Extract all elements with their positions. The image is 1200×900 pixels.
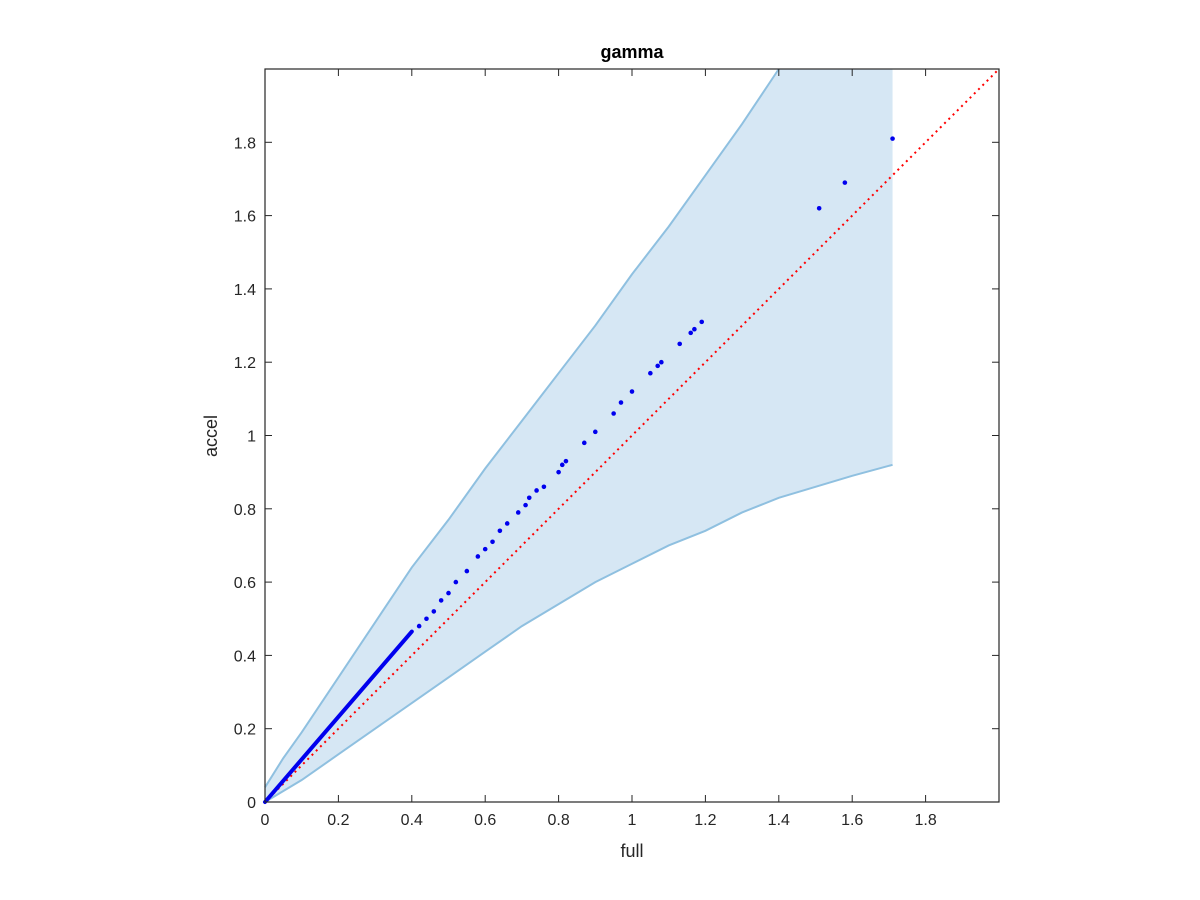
scatter-point	[541, 484, 547, 490]
scatter-point	[699, 319, 705, 325]
axes	[264, 68, 1000, 803]
scatter-point	[446, 590, 451, 596]
y-tick-label: 0.6	[234, 575, 256, 592]
scatter-point	[692, 326, 697, 332]
x-tick-label: 1.4	[768, 812, 790, 829]
x-tick-label: 1.2	[694, 812, 716, 829]
band-upper-edge	[264, 68, 780, 788]
y-tick-label: 1.6	[234, 209, 256, 226]
scatter-point	[438, 598, 444, 603]
scatter-point	[563, 458, 569, 464]
scatter-point	[453, 579, 459, 585]
y-tick-label: 0	[247, 795, 256, 812]
band-fill	[265, 69, 893, 802]
scatter-point	[475, 554, 481, 559]
scatter-point	[497, 528, 503, 534]
scatter-point	[618, 400, 624, 405]
scatter-point	[515, 510, 521, 515]
y-tick-label: 1	[247, 429, 256, 446]
y-tick-label: 0.8	[234, 502, 256, 519]
scatter-point	[534, 488, 539, 493]
x-tick-label: 0.8	[547, 812, 569, 829]
scatter-point	[504, 521, 510, 526]
scatter-point	[648, 370, 653, 376]
y-tick-label: 0.2	[234, 722, 256, 739]
y-tick-label: 0.4	[234, 648, 256, 665]
dense-points-cluster	[263, 629, 414, 804]
x-tick-label: 0.6	[474, 812, 496, 829]
scatter-point	[464, 568, 470, 574]
confidence-band	[264, 68, 893, 803]
scatter-point	[526, 495, 532, 501]
scatter-point	[677, 341, 683, 347]
scatter-point	[688, 330, 694, 336]
scatter-point	[482, 546, 488, 552]
scatter-point	[629, 389, 635, 394]
y-tick-label: 1.4	[234, 282, 256, 299]
scatter-point	[611, 411, 616, 416]
scatter-point	[490, 539, 495, 545]
scatter-point	[556, 469, 561, 475]
scatter-point	[593, 429, 598, 435]
y-axis-label: accel	[201, 415, 221, 457]
scatter-point	[424, 616, 429, 622]
x-tick-label: 1.8	[914, 812, 936, 829]
chart-title: gamma	[600, 42, 664, 62]
scatter-point	[559, 462, 565, 468]
band-lower-edge	[264, 463, 893, 803]
scatter-point	[890, 136, 895, 141]
scatter-points	[263, 136, 895, 804]
x-tick-label: 0	[261, 812, 270, 829]
y-tick-label: 1.2	[234, 355, 256, 372]
scatter-point	[581, 440, 587, 446]
scatter-point	[842, 180, 848, 185]
reference-line	[264, 68, 1000, 803]
scatter-point	[816, 205, 822, 211]
x-tick-label: 0.2	[327, 812, 349, 829]
scatter-point	[523, 502, 528, 508]
scatter-point	[431, 609, 437, 614]
reference-line-layer	[264, 68, 1000, 803]
x-tick-label: 1.6	[841, 812, 863, 829]
y-tick-label: 1.8	[234, 135, 256, 152]
x-tick-label: 1	[628, 812, 637, 829]
x-tick-label: 0.4	[401, 812, 423, 829]
x-axis-label: full	[620, 841, 643, 861]
tick-labels: 0 0.2 0.4 0.6 0.8 1 1.2 1.4 1.6 1.8 0 0.2 0.4 0.6 0.8 1…	[234, 135, 937, 829]
scatter-point	[659, 359, 664, 365]
scatter-point	[655, 363, 660, 369]
scatter-point	[416, 623, 422, 629]
